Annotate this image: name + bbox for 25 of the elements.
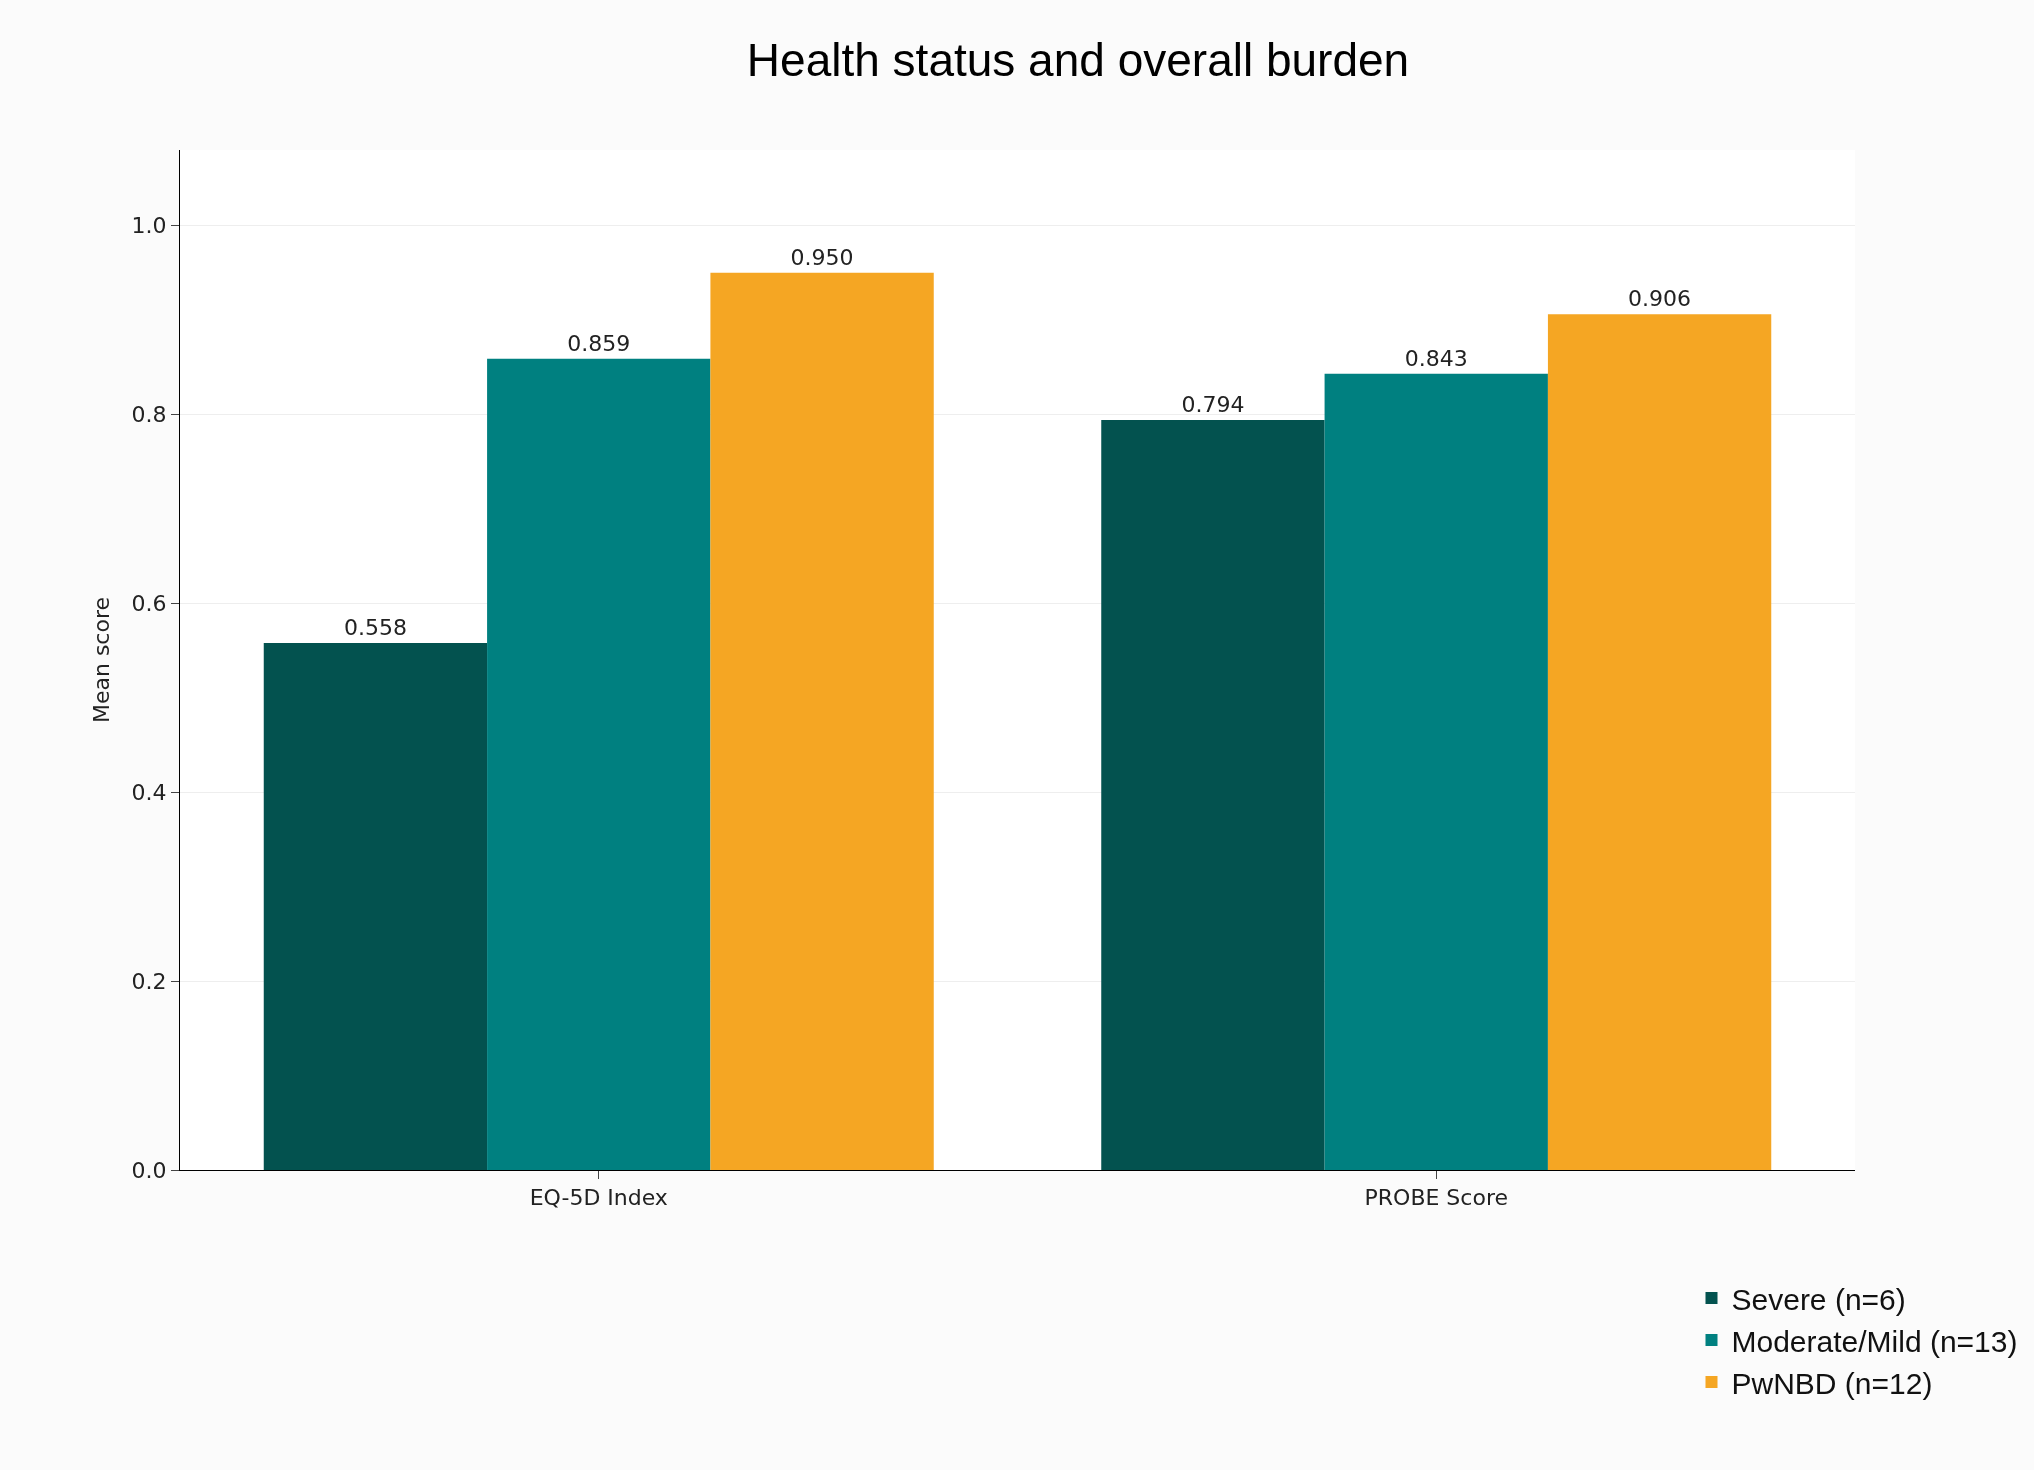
data-label: 0.794 [1181,392,1245,418]
y-tick-label: 0.8 [131,402,167,428]
y-axis-title: Mean score [89,596,115,724]
bar [1101,420,1325,1170]
bar [1547,314,1772,1170]
y-tick-label: 1.0 [131,213,167,239]
x-tick-label: EQ-5D Index [529,1185,668,1211]
x-tick-label: PROBE Score [1364,1185,1508,1211]
data-label: 0.906 [1628,286,1692,312]
legend-label: Moderate/Mild (n=13) [1731,1324,2018,1358]
y-tick-label: 0.6 [131,591,167,617]
bar [263,643,488,1170]
data-label: 0.558 [343,615,407,640]
data-label: 0.843 [1404,345,1468,371]
y-tick-label: 0.0 [131,1157,167,1183]
data-label: 0.950 [790,244,854,270]
legend-label: PwNBD (n=12) [1731,1366,1933,1400]
bar [710,272,934,1170]
y-tick-label: 0.4 [131,779,167,805]
bar [1324,373,1548,1170]
y-tick-label: 0.2 [131,968,167,994]
legend-label: Severe (n=6) [1731,1282,1906,1316]
bar [487,358,711,1170]
chart-title: Health status and overall burden [746,34,1410,87]
data-label: 0.859 [567,330,631,356]
